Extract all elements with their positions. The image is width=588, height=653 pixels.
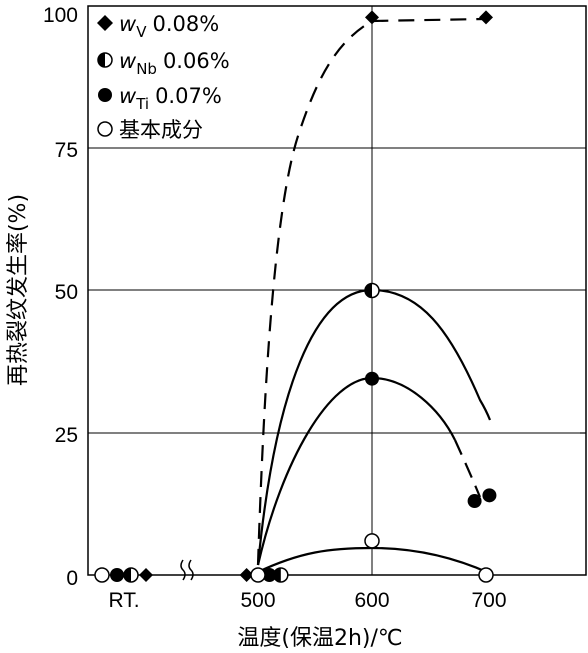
- legend-value: 0.08%: [152, 12, 219, 36]
- y-tick-label: 100: [43, 4, 78, 27]
- legend-item-ti: wTi 0.07%: [98, 84, 222, 113]
- data-point-open-circle: [94, 567, 110, 583]
- y-tick-labels: 0 25 50 75 100: [43, 4, 78, 590]
- x-tick-label: 700: [471, 589, 506, 612]
- diamond-marker-icon: [97, 15, 113, 31]
- data-point-open-circle: [250, 567, 266, 583]
- data-point-filled-circle: [262, 568, 277, 582]
- legend-item-v: wV 0.08%: [97, 12, 219, 41]
- legend-value: 0.06%: [163, 49, 230, 73]
- data-point-filled-circle: [110, 568, 124, 582]
- x-axis-title: 温度(保温2h)/℃: [237, 626, 402, 651]
- data-point-half-filled-circle: [123, 567, 139, 583]
- y-axis-title: 再热裂纹发生率(%): [6, 194, 31, 386]
- legend-value: 0.07%: [155, 84, 222, 108]
- legend-base: w: [119, 84, 137, 108]
- open-circle-marker-icon: [97, 121, 113, 137]
- curve-ti: [256, 376, 456, 566]
- data-point-open-circle: [364, 533, 380, 549]
- data-point-half-filled-circle: [364, 282, 380, 299]
- data-point-filled-circle: [482, 488, 497, 503]
- legend-sub: Nb: [136, 60, 157, 78]
- data-point-diamond: [139, 568, 153, 582]
- curve-ti-dashed: [453, 439, 482, 498]
- legend-item-base: 基本成分: [97, 118, 203, 142]
- data-point-filled-circle: [467, 494, 482, 509]
- legend-text: 基本成分: [119, 118, 203, 142]
- curve-base: [257, 546, 490, 575]
- legend-item-nb: wNb 0.06%: [97, 49, 230, 78]
- y-tick-label: 0: [66, 567, 78, 590]
- y-tick-label: 75: [55, 139, 78, 162]
- legend: wV 0.08% wNb 0.06% wTi 0.07% 基本成分: [97, 12, 230, 142]
- legend-base: w: [119, 49, 137, 73]
- curve-nb: [256, 288, 492, 566]
- x-tick-label: 500: [240, 589, 275, 612]
- legend-sub: Ti: [135, 95, 149, 113]
- data-point-filled-circle: [365, 371, 379, 386]
- data-point-diamond: [479, 10, 493, 25]
- x-tick-label: 600: [354, 589, 389, 612]
- y-tick-label: 50: [55, 281, 78, 304]
- data-point-diamond: [365, 10, 379, 25]
- data-point-open-circle: [478, 567, 494, 583]
- x-tick-labels: RT. 500 600 700: [108, 589, 506, 612]
- filled-circle-marker-icon: [98, 88, 112, 102]
- axis-break: [180, 559, 194, 581]
- x-tick-label: RT.: [108, 589, 139, 612]
- y-tick-label: 25: [55, 424, 78, 447]
- legend-base: w: [119, 12, 137, 36]
- curve-v: [256, 17, 486, 566]
- svg-text:wV0.08%: wV 0.08%: [119, 12, 219, 41]
- data-point-diamond: [239, 568, 254, 582]
- legend-sub: V: [136, 23, 147, 41]
- data-markers: [94, 10, 497, 583]
